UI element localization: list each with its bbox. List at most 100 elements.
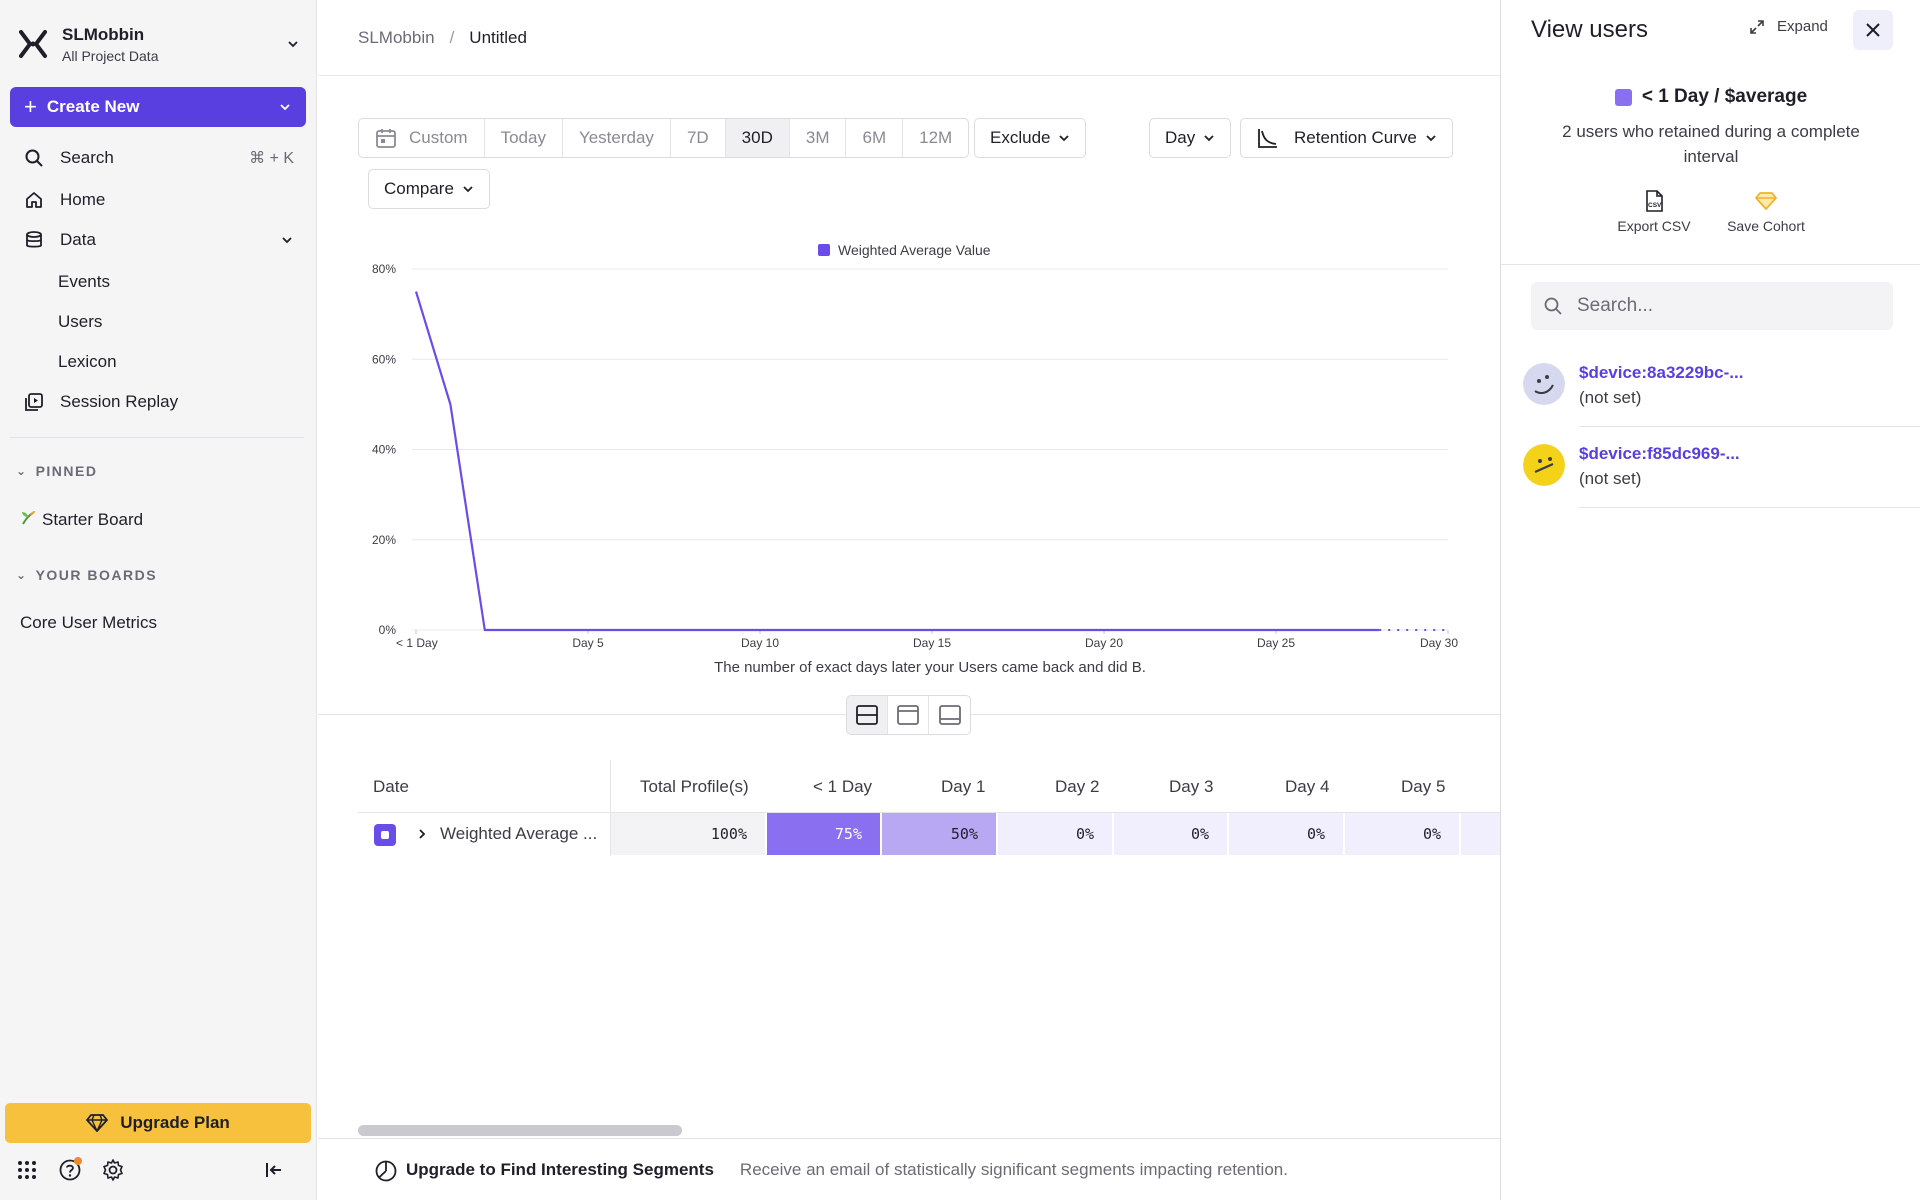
sidebar-item-lexicon[interactable]: Lexicon [58, 352, 117, 371]
layout-chart-only-button[interactable] [888, 696, 929, 734]
layout-table-only-button[interactable] [929, 696, 970, 734]
table-cell-day3[interactable]: 0% [1114, 813, 1227, 855]
chevron-down-icon [288, 41, 298, 48]
column-header-date[interactable]: Date [373, 777, 409, 796]
chevron-down-icon: ⌄ [16, 464, 28, 478]
user-search-input[interactable] [1577, 295, 1877, 317]
table-cell-day1[interactable]: 50% [882, 813, 996, 855]
database-icon [22, 228, 46, 252]
x-tick-label: Day 25 [1257, 636, 1295, 650]
range-yesterday-button[interactable]: Yesterday [563, 119, 671, 157]
banner-title[interactable]: Upgrade to Find Interesting Segments [406, 1159, 714, 1179]
top-bar: SLMobbin / Untitled [318, 0, 1500, 76]
compare-dropdown[interactable]: Compare [368, 169, 490, 209]
sidebar-divider [10, 437, 304, 438]
create-new-label: Create New [46, 97, 140, 116]
user-search-box [1531, 282, 1893, 330]
range-custom-button[interactable]: Custom [359, 119, 485, 157]
collapse-sidebar-icon[interactable] [259, 1155, 289, 1185]
layout-split-button[interactable] [847, 696, 888, 734]
table-cell-day5[interactable]: 0% [1345, 813, 1459, 855]
retention-table: Date Total Profile(s) < 1 Day Day 1 Day … [358, 760, 1500, 860]
column-header-day4[interactable]: Day 4 [1285, 777, 1330, 796]
table-cell-total[interactable]: 100% [611, 813, 765, 855]
column-header-lt1day[interactable]: < 1 Day [813, 777, 873, 796]
table-cell-lt1day[interactable]: 75% [767, 813, 880, 855]
project-switcher[interactable]: SLMobbin All Project Data [18, 20, 300, 68]
date-range-selector: Custom Today Yesterday 7D 30D 3M 6M 12M [358, 118, 970, 158]
upgrade-plan-button[interactable]: Upgrade Plan [5, 1103, 311, 1143]
plus-icon: + [24, 94, 37, 119]
upgrade-segments-banner: Upgrade to Find Interesting Segments Rec… [318, 1138, 1500, 1200]
range-30d-button[interactable]: 30D [725, 119, 790, 157]
calendar-icon [376, 129, 396, 148]
search-icon [1544, 297, 1562, 315]
range-label: Custom [409, 128, 468, 147]
user-list-item[interactable]: $device:f85dc969-... (not set) [1523, 444, 1920, 524]
chart-type-dropdown[interactable]: Retention Curve [1240, 118, 1453, 158]
y-tick-label: 40% [372, 443, 396, 457]
export-csv-button[interactable]: CSV Export CSV [1599, 190, 1709, 234]
sidebar-item-data[interactable]: Data [22, 224, 304, 256]
series-line [414, 291, 1380, 632]
exclude-dropdown[interactable]: Exclude [974, 118, 1087, 158]
sidebar-item-session-replay[interactable]: Session Replay [22, 386, 304, 418]
sidebar-item-users[interactable]: Users [58, 312, 103, 331]
x-tick-label: Day 20 [1085, 636, 1123, 650]
column-header-day5[interactable]: Day 5 [1401, 777, 1446, 796]
sprout-icon [20, 509, 36, 530]
column-header-day2[interactable]: Day 2 [1055, 777, 1100, 796]
create-new-button[interactable]: + Create New [10, 87, 306, 127]
pinned-section-header[interactable]: ⌄ PINNED [16, 463, 97, 479]
close-panel-button[interactable] [1853, 10, 1893, 50]
sidebar-item-search[interactable]: Search ⌘ + K [22, 142, 304, 174]
gear-icon[interactable] [98, 1155, 128, 1185]
series-checkbox[interactable] [374, 824, 396, 846]
x-tick-label: Day 10 [741, 636, 779, 650]
user-id-link[interactable]: $device:8a3229bc-... [1579, 363, 1744, 382]
chevron-down-icon [280, 104, 290, 111]
breadcrumb-project-link[interactable]: SLMobbin [358, 28, 435, 47]
x-tick-label: < 1 Day [396, 636, 438, 650]
user-divider [1579, 426, 1920, 427]
range-today-button[interactable]: Today [485, 119, 563, 157]
expand-button[interactable]: Expand [1749, 18, 1828, 35]
column-header-day1[interactable]: Day 1 [941, 777, 986, 796]
breadcrumb: SLMobbin / Untitled [358, 28, 527, 48]
series-color-swatch [1614, 88, 1632, 106]
chevron-right-icon[interactable] [412, 824, 432, 844]
range-3m-button[interactable]: 3M [790, 119, 847, 157]
y-tick-label: 80% [372, 262, 396, 276]
save-cohort-button[interactable]: Save Cohort [1711, 190, 1821, 234]
breadcrumb-separator: / [449, 28, 455, 47]
chevron-down-icon [282, 237, 292, 244]
range-6m-button[interactable]: 6M [846, 119, 904, 157]
pinned-board-item[interactable]: Starter Board [20, 509, 143, 530]
table-cell-day4[interactable]: 0% [1229, 813, 1343, 855]
panel-divider [1501, 264, 1920, 265]
apps-grid-icon[interactable] [12, 1155, 42, 1185]
y-tick-label: 0% [379, 623, 397, 637]
user-list-item[interactable]: $device:8a3229bc-... (not set) [1523, 363, 1920, 443]
range-7d-button[interactable]: 7D [671, 119, 726, 157]
board-label: Starter Board [42, 509, 144, 529]
report-title[interactable]: Untitled [469, 28, 527, 47]
sidebar-item-events[interactable]: Events [58, 272, 110, 291]
interval-dropdown[interactable]: Day [1149, 118, 1232, 158]
help-icon[interactable] [55, 1155, 85, 1185]
board-item[interactable]: Core User Metrics [20, 613, 157, 632]
user-divider [1579, 507, 1920, 508]
legend-label: Weighted Average Value [838, 242, 991, 258]
user-avatar [1523, 444, 1565, 486]
your-boards-section-header[interactable]: ⌄ YOUR BOARDS [16, 567, 157, 583]
chevron-down-icon [1204, 135, 1214, 142]
table-cell-day2[interactable]: 0% [998, 813, 1112, 855]
column-header-total[interactable]: Total Profile(s) [640, 777, 749, 796]
user-id-link[interactable]: $device:f85dc969-... [1579, 444, 1740, 463]
pie-chart-icon [375, 1160, 397, 1182]
column-header-day3[interactable]: Day 3 [1169, 777, 1214, 796]
horizontal-scrollbar[interactable] [358, 1125, 682, 1136]
range-12m-button[interactable]: 12M [919, 128, 953, 147]
search-icon [22, 146, 46, 170]
sidebar-item-home[interactable]: Home [22, 184, 304, 216]
